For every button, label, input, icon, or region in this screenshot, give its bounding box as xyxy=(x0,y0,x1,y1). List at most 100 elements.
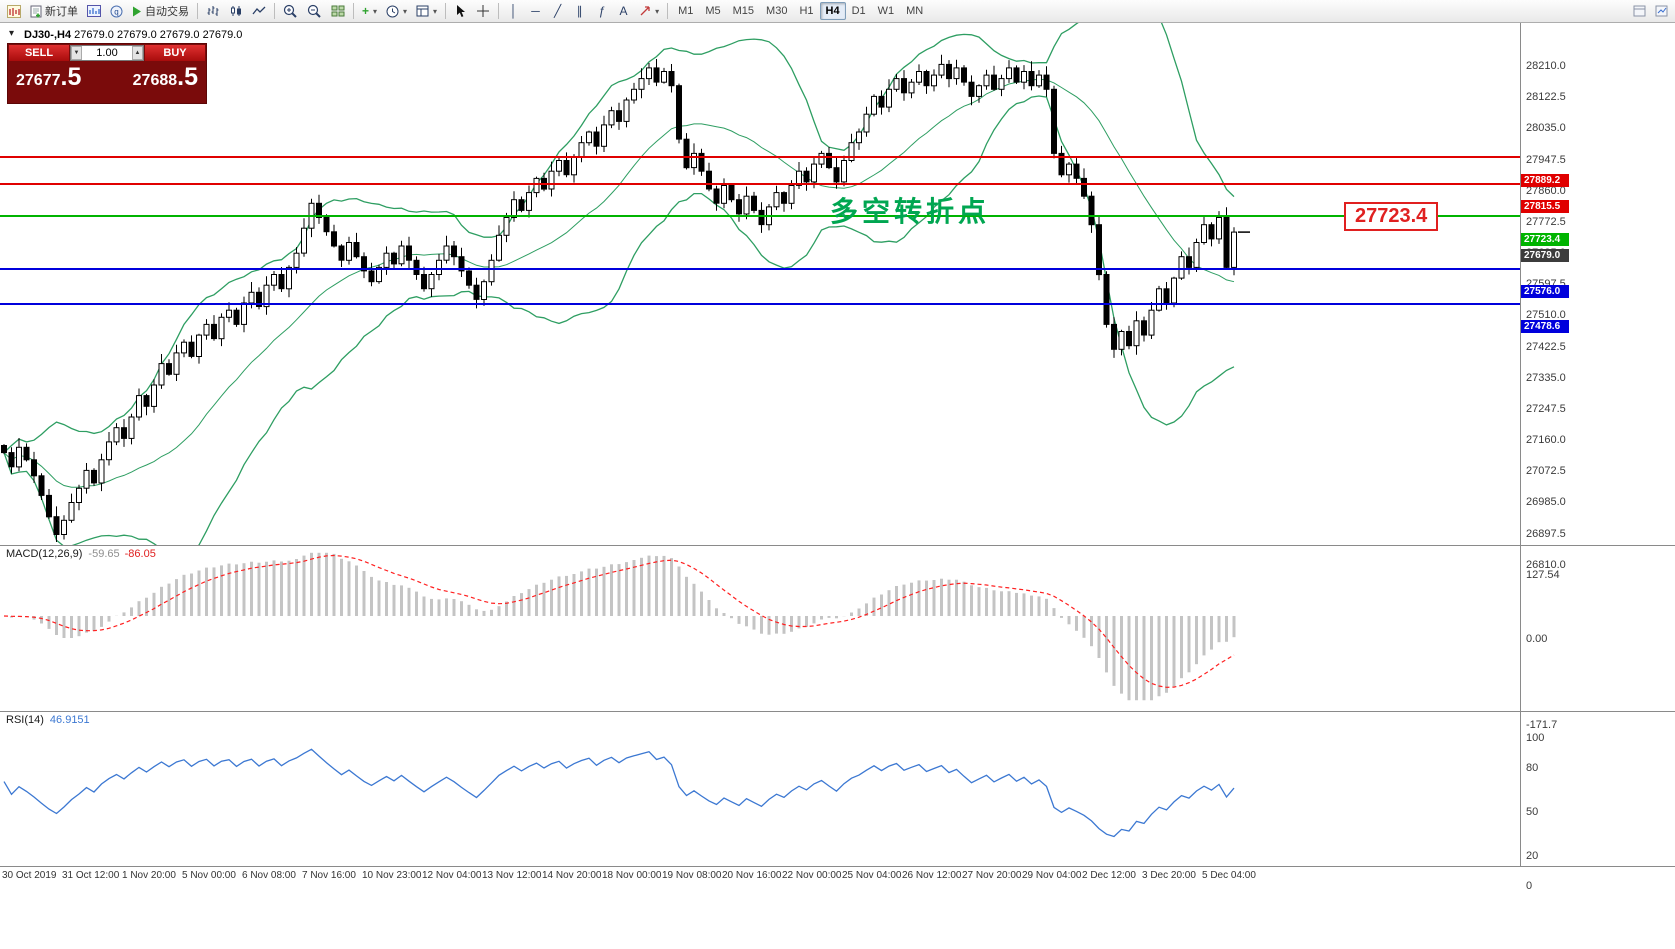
text-icon: A xyxy=(619,4,628,18)
one-click-collapse-icon[interactable]: ▾ xyxy=(9,28,15,39)
profiles-icon[interactable] xyxy=(83,1,105,21)
time-label: 27 Nov 20:00 xyxy=(962,870,1022,881)
strategy-tester-icon[interactable] xyxy=(1651,1,1672,21)
trendline-icon: ╱ xyxy=(553,4,562,18)
price-tag-27815.5: 27815.5 xyxy=(1521,200,1569,213)
time-label: 5 Nov 00:00 xyxy=(182,870,236,881)
time-label: 25 Nov 04:00 xyxy=(842,870,902,881)
rsi-splitter[interactable] xyxy=(0,711,1675,712)
buy-price-int: 27688 xyxy=(132,72,178,89)
quotes-icon[interactable]: q xyxy=(106,1,127,21)
time-axis[interactable]: 30 Oct 2019 31 Oct 12:00 1 Nov 20:00 5 Nov … xyxy=(0,867,1675,885)
chart-ohlc-values: 27679.0 27679.0 27679.0 27679.0 xyxy=(74,29,243,41)
chart-symbol-period: DJ30-,H4 xyxy=(24,29,72,41)
time-label: 10 Nov 23:00 xyxy=(362,870,422,881)
fibonacci-tool[interactable]: ƒ xyxy=(591,1,612,21)
macd-name: MACD(12,26,9) xyxy=(6,548,83,560)
arrows-tool[interactable]: ▾ xyxy=(635,1,663,21)
volume-value[interactable]: 1.00 xyxy=(96,47,118,59)
hline-27723.4[interactable] xyxy=(0,215,1520,217)
hline-27815.5[interactable] xyxy=(0,183,1520,185)
timeframe-m15[interactable]: M15 xyxy=(732,5,755,17)
autotrading-play-icon xyxy=(133,6,141,16)
time-label: 5 Dec 04:00 xyxy=(1202,870,1256,881)
time-label: 18 Nov 00:00 xyxy=(602,870,662,881)
add-indicator-button[interactable]: + ▾ xyxy=(358,1,381,21)
zoom-in-icon[interactable] xyxy=(279,1,302,21)
timeframe-h4[interactable]: H4 xyxy=(819,2,846,20)
template-grid-icon xyxy=(416,5,429,17)
hline-27576.0[interactable] xyxy=(0,268,1520,270)
symbol-chart-icon[interactable] xyxy=(3,1,25,21)
bar-chart-type-icon[interactable] xyxy=(202,1,224,21)
macd-splitter[interactable] xyxy=(0,545,1675,546)
timeframe-h1[interactable]: H1 xyxy=(799,5,814,17)
buy-button[interactable]: BUY xyxy=(145,45,205,61)
price-tick: 27772.5 xyxy=(1526,216,1566,228)
time-label: 7 Nov 16:00 xyxy=(302,870,356,881)
templates-button[interactable]: ▾ xyxy=(412,1,441,21)
price-tag-27576.0: 27576.0 xyxy=(1521,285,1569,298)
vertical-line-tool[interactable]: │ xyxy=(503,1,524,21)
horizontal-line-icon: ─ xyxy=(531,4,540,18)
buy-price[interactable]: 27688.5 xyxy=(133,65,198,90)
arrow-draw-icon xyxy=(640,6,650,16)
sell-price[interactable]: 27677.5 xyxy=(16,65,81,90)
current-price-tag: 27679.0 xyxy=(1521,249,1569,262)
candlestick-chart-type-icon[interactable] xyxy=(225,1,247,21)
trendline-tool[interactable]: ╱ xyxy=(547,1,568,21)
price-tick: 28122.5 xyxy=(1526,91,1566,103)
time-label: 19 Nov 08:00 xyxy=(662,870,722,881)
timeframe-m1[interactable]: M1 xyxy=(678,5,694,17)
volume-increase-button[interactable]: ▲ xyxy=(132,46,143,60)
rsi-panel-canvas[interactable] xyxy=(0,711,1520,866)
timeframe-w1[interactable]: W1 xyxy=(877,5,895,17)
main-chart-canvas[interactable] xyxy=(0,23,1520,545)
vertical-line-icon: │ xyxy=(509,4,518,18)
line-chart-type-icon[interactable] xyxy=(248,1,270,21)
macd-tick: 127.54 xyxy=(1526,569,1560,581)
time-label: 30 Oct 2019 xyxy=(2,870,57,881)
price-tick: 26897.5 xyxy=(1526,528,1566,540)
zoom-out-icon[interactable] xyxy=(303,1,326,21)
price-tick: 27947.5 xyxy=(1526,154,1566,166)
price-callout-label[interactable]: 27723.4 xyxy=(1344,202,1439,231)
tile-windows-icon[interactable] xyxy=(327,1,349,21)
horizontal-line-tool[interactable]: ─ xyxy=(525,1,546,21)
hline-27478.6[interactable] xyxy=(0,303,1520,305)
channel-tool[interactable]: ∥ xyxy=(569,1,590,21)
chevron-down-icon: ▾ xyxy=(433,6,438,16)
macd-panel-canvas[interactable] xyxy=(0,545,1520,711)
price-scale[interactable]: 27889.2 27815.5 27723.4 27576.0 27478.6 28210… xyxy=(1521,23,1675,892)
autotrading-button[interactable]: 自动交易 xyxy=(128,1,193,21)
new-order-label: 新订单 xyxy=(45,6,78,18)
new-order-button[interactable]: 新订单 xyxy=(26,1,82,21)
price-tick: 27160.0 xyxy=(1526,434,1566,446)
periods-button[interactable]: ▾ xyxy=(382,1,411,21)
price-tag-27478.6: 27478.6 xyxy=(1521,320,1569,333)
text-tool[interactable]: A xyxy=(613,1,634,21)
time-label: 2 Dec 12:00 xyxy=(1082,870,1136,881)
data-window-icon[interactable] xyxy=(1629,1,1650,21)
crosshair-tool-icon[interactable] xyxy=(472,1,494,21)
price-tag-27889.2: 27889.2 xyxy=(1521,174,1569,187)
volume-decrease-button[interactable]: ▼ xyxy=(71,46,82,60)
channel-icon: ∥ xyxy=(576,4,583,18)
clock-icon xyxy=(386,5,399,17)
macd-tick: -171.7 xyxy=(1526,719,1558,731)
cursor-tool-icon[interactable] xyxy=(450,1,471,21)
chart-annotation-text: 多空转折点 xyxy=(830,196,991,227)
macd-label: MACD(12,26,9) -59.65 -86.05 xyxy=(6,548,156,560)
macd-main-value: -59.65 xyxy=(88,548,120,560)
timeframe-m30[interactable]: M30 xyxy=(766,5,788,17)
svg-text:q: q xyxy=(114,7,118,16)
rsi-tick: 50 xyxy=(1526,806,1539,818)
toolbar-separator xyxy=(274,3,275,19)
timeframe-mn[interactable]: MN xyxy=(906,5,924,17)
timeframe-d1[interactable]: D1 xyxy=(851,5,866,17)
sell-button[interactable]: SELL xyxy=(9,45,69,61)
hline-27889.2[interactable] xyxy=(0,156,1520,158)
price-tick: 28210.0 xyxy=(1526,60,1566,72)
timeframe-m5[interactable]: M5 xyxy=(705,5,721,17)
price-tick: 26985.0 xyxy=(1526,496,1566,508)
